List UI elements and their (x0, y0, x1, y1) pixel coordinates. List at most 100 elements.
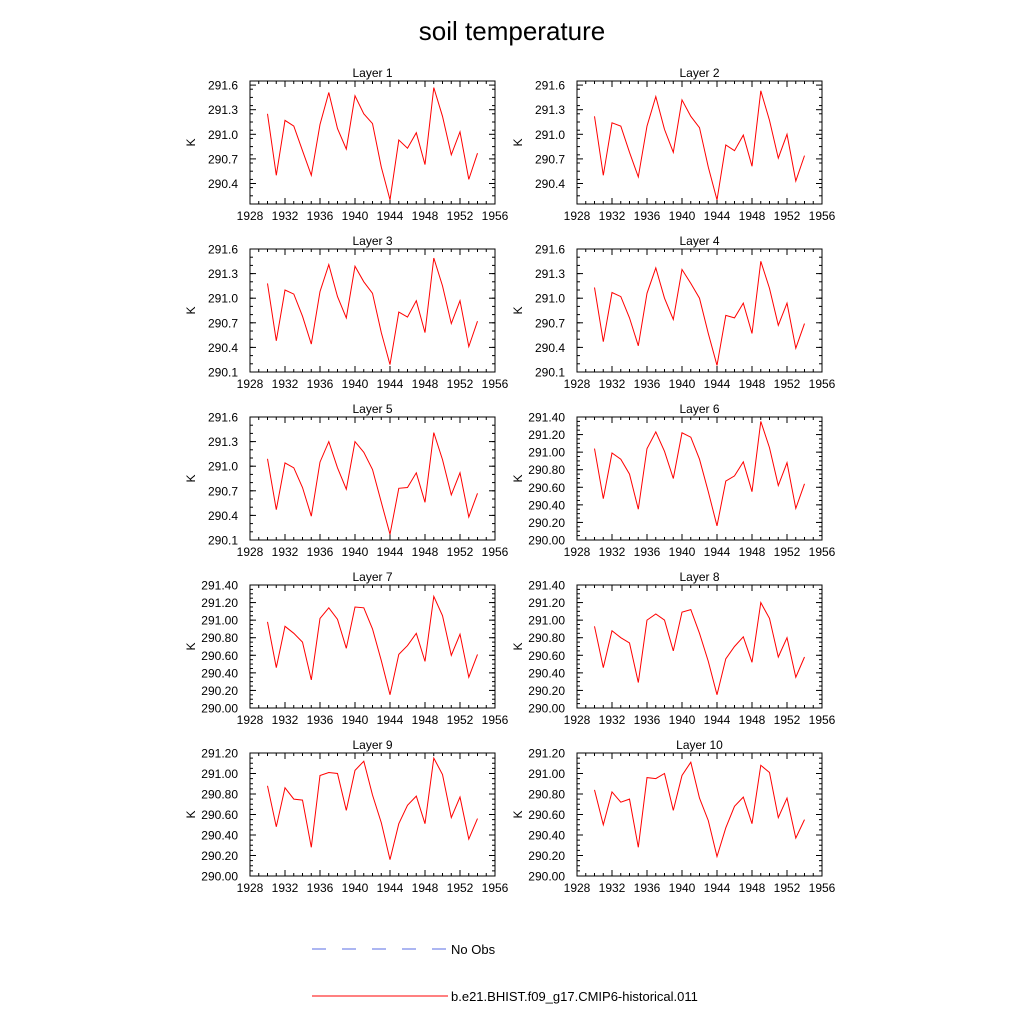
y-tick-label: 290.80 (528, 463, 565, 477)
y-tick-label: 290.60 (201, 808, 238, 822)
panel-title: Layer 8 (679, 570, 719, 584)
y-tick-label: 290.00 (528, 534, 565, 548)
y-tick-label: 290.4 (208, 341, 238, 355)
x-tick-label: 1940 (669, 377, 696, 391)
y-tick-label: 291.6 (535, 243, 565, 257)
x-tick-label: 1952 (447, 377, 474, 391)
x-tick-label: 1944 (377, 209, 404, 223)
x-tick-label: 1948 (412, 881, 439, 895)
x-tick-label: 1932 (272, 545, 299, 559)
x-tick-label: 1940 (669, 209, 696, 223)
y-axis-label: K (511, 642, 525, 650)
y-tick-label: 290.1 (208, 366, 238, 380)
x-tick-label: 1952 (774, 713, 801, 727)
y-tick-label: 290.4 (208, 509, 238, 523)
plot-frame (249, 248, 496, 373)
y-axis-label: K (184, 810, 198, 818)
x-tick-label: 1940 (669, 713, 696, 727)
x-tick-label: 1952 (774, 545, 801, 559)
x-tick-label: 1928 (564, 881, 591, 895)
y-tick-label: 291.00 (201, 614, 238, 628)
x-tick-label: 1940 (342, 377, 369, 391)
y-tick-label: 290.40 (201, 666, 238, 680)
y-tick-label: 291.40 (528, 579, 565, 593)
panel-title: Layer 9 (352, 738, 392, 752)
x-tick-label: 1936 (634, 545, 661, 559)
panel-title: Layer 5 (352, 402, 392, 416)
x-tick-label: 1940 (669, 545, 696, 559)
panel-4: Layer 4 K 1928 1932 1936 1940 1944 1948 1952 1956… (511, 234, 836, 391)
y-tick-label: 290.20 (201, 684, 238, 698)
y-axis-label: K (184, 474, 198, 482)
y-tick-label: 290.20 (528, 849, 565, 863)
y-tick-label: 290.7 (208, 484, 238, 498)
x-tick-label: 1936 (634, 713, 661, 727)
y-tick-label: 290.40 (528, 666, 565, 680)
x-tick-label: 1936 (634, 881, 661, 895)
y-tick-label: 290.40 (201, 829, 238, 843)
x-tick-label: 1940 (342, 713, 369, 727)
series-line (594, 421, 805, 527)
x-tick-label: 1932 (599, 881, 626, 895)
x-tick-label: 1952 (447, 209, 474, 223)
plot-frame (249, 80, 496, 205)
x-tick-label: 1952 (774, 209, 801, 223)
series-line (594, 261, 805, 366)
y-tick-label: 290.00 (201, 702, 238, 716)
y-tick-label: 291.0 (208, 460, 238, 474)
panel-title: Layer 3 (352, 234, 392, 248)
y-tick-label: 290.80 (201, 788, 238, 802)
x-tick-label: 1936 (307, 881, 334, 895)
y-tick-label: 291.6 (208, 411, 238, 425)
x-tick-label: 1932 (272, 377, 299, 391)
x-tick-label: 1952 (774, 881, 801, 895)
x-tick-label: 1944 (377, 377, 404, 391)
x-tick-label: 1940 (342, 545, 369, 559)
plot-frame (249, 752, 496, 877)
x-tick-label: 1932 (272, 209, 299, 223)
panel-9: Layer 9 K 1928 1932 1936 1940 1944 1948 1952 1956… (184, 738, 509, 895)
y-tick-label: 291.0 (208, 292, 238, 306)
panel-title: Layer 1 (352, 66, 392, 80)
x-tick-label: 1928 (237, 377, 264, 391)
series-line (267, 257, 478, 365)
x-tick-label: 1956 (809, 881, 836, 895)
series-line (267, 594, 478, 695)
y-tick-label: 290.80 (528, 788, 565, 802)
y-tick-label: 290.80 (201, 631, 238, 645)
x-tick-label: 1956 (482, 545, 509, 559)
y-tick-label: 291.6 (208, 243, 238, 257)
x-tick-label: 1948 (412, 545, 439, 559)
x-tick-label: 1936 (307, 377, 334, 391)
panel-title: Layer 10 (676, 738, 723, 752)
x-tick-label: 1932 (272, 713, 299, 727)
x-tick-label: 1944 (704, 881, 731, 895)
legend-model-label: b.e21.BHIST.f09_g17.CMIP6-historical.011 (451, 989, 698, 1004)
x-tick-label: 1956 (809, 209, 836, 223)
y-tick-label: 291.20 (528, 428, 565, 442)
y-tick-label: 291.20 (201, 747, 238, 761)
panel-8: Layer 8 K 1928 1932 1936 1940 1944 1948 1952 1956… (511, 570, 836, 727)
y-tick-label: 290.80 (528, 631, 565, 645)
y-tick-label: 291.3 (208, 103, 238, 117)
x-tick-label: 1944 (704, 545, 731, 559)
y-tick-label: 291.6 (208, 79, 238, 93)
x-tick-label: 1956 (482, 881, 509, 895)
x-tick-label: 1928 (564, 209, 591, 223)
y-tick-label: 291.3 (208, 435, 238, 449)
x-tick-label: 1956 (482, 713, 509, 727)
y-tick-label: 291.0 (535, 128, 565, 142)
x-tick-label: 1932 (599, 545, 626, 559)
x-tick-label: 1928 (564, 545, 591, 559)
x-tick-label: 1956 (809, 545, 836, 559)
x-tick-label: 1928 (237, 713, 264, 727)
y-tick-label: 291.00 (528, 767, 565, 781)
y-tick-label: 290.60 (201, 649, 238, 663)
panel-7: Layer 7 K 1928 1932 1936 1940 1944 1948 1952 1956… (184, 570, 509, 727)
y-tick-label: 291.40 (528, 411, 565, 425)
y-tick-label: 290.40 (528, 498, 565, 512)
y-axis-label: K (511, 138, 525, 146)
panel-title: Layer 7 (352, 570, 392, 584)
x-tick-label: 1956 (482, 209, 509, 223)
